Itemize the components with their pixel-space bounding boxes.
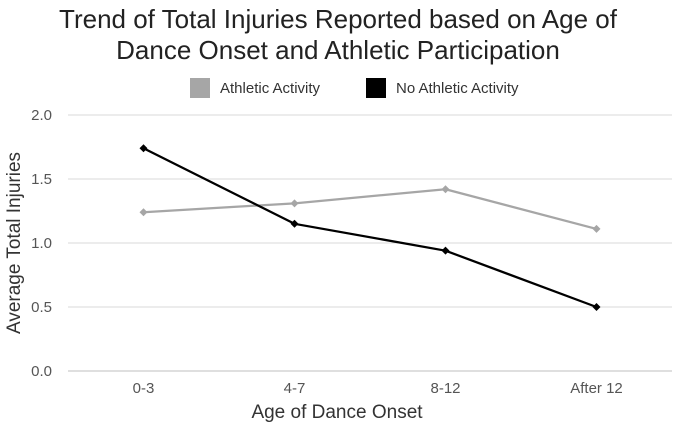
y-tick-label: 2.0: [31, 107, 52, 124]
y-tick-label: 1.0: [31, 235, 52, 252]
chart-title: Trend of Total Injuries Reported based o…: [0, 4, 676, 66]
series-line-1: [143, 188, 597, 231]
x-tick-label: 8-12: [430, 380, 460, 397]
legend: Athletic Activity No Athletic Activity: [190, 78, 519, 98]
legend-label: No Athletic Activity: [396, 80, 519, 97]
series-group: [139, 144, 601, 311]
data-point: [139, 208, 148, 217]
y-tick-label: 1.5: [31, 171, 52, 188]
legend-label: Athletic Activity: [220, 80, 321, 97]
gridlines: [68, 114, 672, 372]
y-axis-title: Average Total Injuries: [4, 152, 25, 334]
series-line-2: [142, 147, 597, 309]
y-tick-label: 0.5: [31, 299, 52, 316]
chart-title-line-2: Dance Onset and Athletic Participation: [116, 35, 560, 65]
data-point: [139, 144, 148, 153]
data-point: [592, 303, 601, 311]
data-point: [441, 185, 450, 194]
data-point: [290, 199, 299, 208]
chart-title-line-1: Trend of Total Injuries Reported based o…: [59, 4, 617, 34]
data-point: [290, 219, 299, 228]
y-tick-labels: 0.0 0.5 1.0 1.5 2.0: [31, 107, 52, 380]
data-point: [592, 224, 601, 233]
legend-swatch: [190, 78, 210, 98]
x-tick-labels: 0-3 4-7 8-12 After 12: [133, 380, 623, 397]
legend-swatch: [366, 78, 386, 98]
x-tick-label: 0-3: [133, 380, 155, 397]
x-tick-label: 4-7: [284, 380, 306, 397]
x-axis-title: Age of Dance Onset: [251, 402, 423, 423]
y-tick-label: 0.0: [31, 363, 52, 380]
x-tick-label: After 12: [570, 380, 623, 397]
data-point: [441, 246, 450, 255]
